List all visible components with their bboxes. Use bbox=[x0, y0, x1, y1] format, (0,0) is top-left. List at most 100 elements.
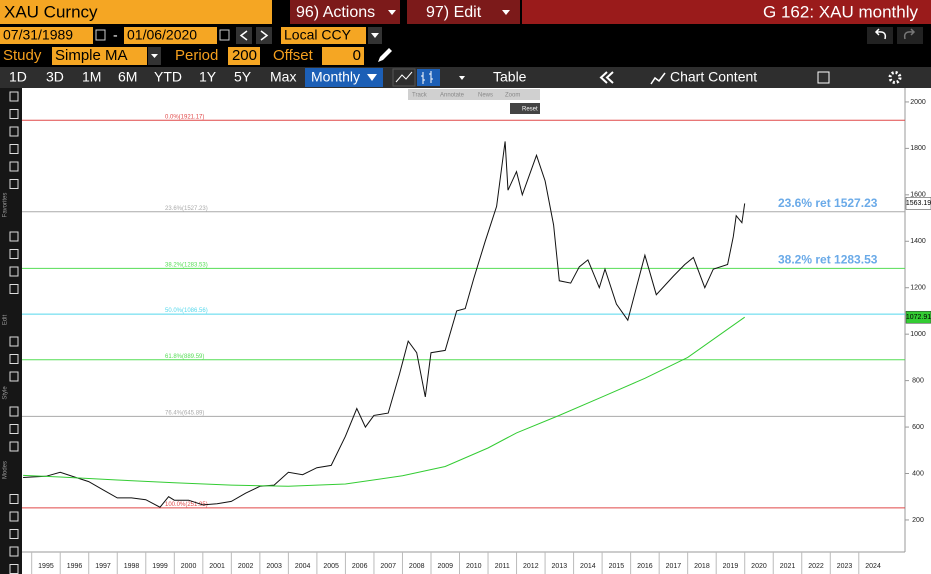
annotation: 38.2% ret 1283.53 bbox=[778, 252, 878, 266]
x-tick-label: 2014 bbox=[580, 563, 596, 570]
sidebar-label: Modes bbox=[3, 461, 9, 479]
range-button[interactable]: 1Y bbox=[199, 69, 217, 85]
tool-icon[interactable] bbox=[9, 266, 19, 277]
tool-icon[interactable] bbox=[9, 441, 19, 452]
bar-chart-button[interactable] bbox=[417, 69, 440, 86]
security: XAU Curncy bbox=[4, 2, 98, 21]
study-field[interactable] bbox=[52, 47, 147, 65]
tool-icon[interactable] bbox=[9, 284, 19, 294]
tool-icon[interactable] bbox=[9, 144, 19, 154]
study-label: Study bbox=[3, 47, 42, 64]
actions: 96) Actions bbox=[296, 4, 375, 21]
calendar-icon[interactable] bbox=[219, 29, 230, 41]
offset-field[interactable] bbox=[322, 47, 364, 65]
y-tick-label: 600 bbox=[912, 424, 924, 431]
tool-icon[interactable] bbox=[9, 249, 19, 259]
redo-icon bbox=[903, 28, 916, 40]
dropdown-arrow[interactable] bbox=[459, 76, 465, 80]
currency-field[interactable] bbox=[281, 27, 366, 44]
fib-label: 38.2%(1283.53) bbox=[165, 262, 208, 268]
period: 200 bbox=[232, 47, 257, 64]
tool-icon[interactable] bbox=[9, 231, 19, 242]
settings-icon[interactable] bbox=[888, 71, 902, 84]
undo-button[interactable] bbox=[867, 27, 893, 44]
x-tick-label: 2012 bbox=[523, 563, 539, 570]
offset-label: Offset bbox=[273, 47, 314, 64]
end-date-field[interactable] bbox=[124, 27, 217, 44]
tool-icon[interactable] bbox=[9, 406, 19, 417]
series-line bbox=[23, 316, 745, 487]
tool-icon[interactable] bbox=[9, 354, 19, 364]
tool-icon[interactable] bbox=[9, 179, 19, 189]
start-date-field[interactable] bbox=[0, 27, 93, 44]
x-tick-label: 2001 bbox=[209, 563, 225, 570]
x-tick-label: 2007 bbox=[380, 563, 396, 570]
calendar-icon[interactable] bbox=[95, 29, 106, 41]
tool-icon[interactable] bbox=[9, 494, 19, 504]
fib-label: 0.0%(1921.17) bbox=[165, 114, 204, 120]
title-bar bbox=[522, 0, 931, 24]
y-tick-label: 400 bbox=[912, 470, 924, 477]
start-date: 07/31/1989 bbox=[3, 27, 73, 43]
prev-button[interactable] bbox=[236, 27, 252, 44]
tool-icon[interactable] bbox=[9, 424, 19, 434]
redo-button[interactable] bbox=[897, 27, 923, 44]
ma-tag-box bbox=[905, 310, 931, 324]
chart-tool[interactable]: Track bbox=[412, 93, 428, 99]
tool-icon[interactable] bbox=[9, 511, 19, 522]
price-tag: 1563.19 bbox=[906, 200, 931, 207]
range-button[interactable]: 3D bbox=[46, 69, 64, 85]
chart-tool[interactable]: News bbox=[478, 93, 493, 99]
frequency-button[interactable] bbox=[305, 68, 383, 87]
table-button[interactable]: Table bbox=[493, 69, 527, 85]
x-tick-label: 2002 bbox=[238, 563, 254, 570]
tool-icon[interactable] bbox=[9, 371, 19, 382]
tool-icon[interactable] bbox=[9, 91, 19, 102]
next-arrow bbox=[260, 30, 269, 41]
period-label: Period bbox=[175, 47, 218, 64]
tool-icon[interactable] bbox=[9, 109, 19, 119]
range-button[interactable]: 6M bbox=[118, 69, 137, 85]
edit-button[interactable] bbox=[407, 0, 520, 24]
page-title: G 162: XAU monthly bbox=[763, 2, 918, 21]
x-tick-label: 1997 bbox=[95, 563, 111, 570]
range-button[interactable]: 1M bbox=[82, 69, 101, 85]
x-tick-label: 2010 bbox=[466, 563, 482, 570]
reset-button[interactable] bbox=[510, 103, 540, 114]
security-field[interactable] bbox=[0, 0, 272, 24]
tool-icon[interactable] bbox=[9, 529, 19, 539]
period-field[interactable] bbox=[228, 47, 260, 65]
sidebar bbox=[0, 88, 22, 574]
range-button[interactable]: YTD bbox=[154, 69, 182, 85]
chart-content[interactable]: Chart Content bbox=[670, 69, 757, 85]
next-button[interactable] bbox=[256, 27, 272, 44]
edit-icon[interactable] bbox=[817, 71, 830, 84]
range-button[interactable]: 5Y bbox=[234, 69, 252, 85]
x-tick-label: 1999 bbox=[152, 563, 168, 570]
y-tick-label: 800 bbox=[912, 377, 924, 384]
tool-icon[interactable] bbox=[9, 546, 19, 557]
series-line bbox=[23, 141, 746, 508]
reset: Reset bbox=[522, 107, 538, 113]
actions-button[interactable] bbox=[290, 0, 400, 24]
collapse-button[interactable] bbox=[599, 71, 614, 84]
x-tick-label: 2017 bbox=[666, 563, 682, 570]
tool-icon[interactable] bbox=[9, 161, 19, 172]
currency: Local CCY bbox=[284, 27, 352, 43]
x-tick-label: 1996 bbox=[67, 563, 83, 570]
prev-arrow bbox=[239, 30, 248, 41]
tool-icon[interactable] bbox=[9, 336, 19, 347]
sidebar-label: Style bbox=[3, 386, 9, 400]
x-tick-label: 2020 bbox=[751, 563, 767, 570]
toolbar bbox=[0, 67, 931, 88]
x-tick-label: 2015 bbox=[609, 563, 625, 570]
dropdown-arrow bbox=[388, 10, 396, 15]
chart-tool[interactable]: Annotate bbox=[440, 93, 465, 99]
x-tick-label: 2011 bbox=[495, 563, 510, 570]
x-tick-label: 2019 bbox=[723, 563, 739, 570]
range-button[interactable]: Max bbox=[270, 69, 296, 85]
range-button[interactable]: 1D bbox=[9, 69, 27, 85]
tool-icon[interactable] bbox=[9, 126, 19, 137]
chart-tool[interactable]: Zoom bbox=[505, 93, 520, 99]
pencil-icon[interactable] bbox=[378, 48, 392, 62]
